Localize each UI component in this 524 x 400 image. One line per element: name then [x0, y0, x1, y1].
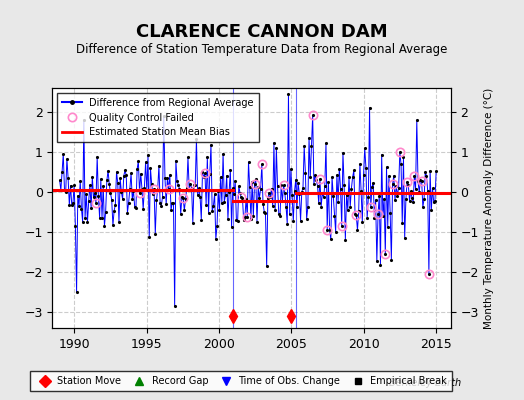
Text: Difference of Station Temperature Data from Regional Average: Difference of Station Temperature Data f…	[77, 44, 447, 56]
Text: Berkeley Earth: Berkeley Earth	[389, 378, 461, 388]
Legend: Station Move, Record Gap, Time of Obs. Change, Empirical Break: Station Move, Record Gap, Time of Obs. C…	[30, 372, 452, 391]
Y-axis label: Monthly Temperature Anomaly Difference (°C): Monthly Temperature Anomaly Difference (…	[484, 87, 494, 329]
Text: CLARENCE CANNON DAM: CLARENCE CANNON DAM	[136, 23, 388, 41]
Legend: Difference from Regional Average, Quality Control Failed, Estimated Station Mean: Difference from Regional Average, Qualit…	[57, 93, 259, 142]
